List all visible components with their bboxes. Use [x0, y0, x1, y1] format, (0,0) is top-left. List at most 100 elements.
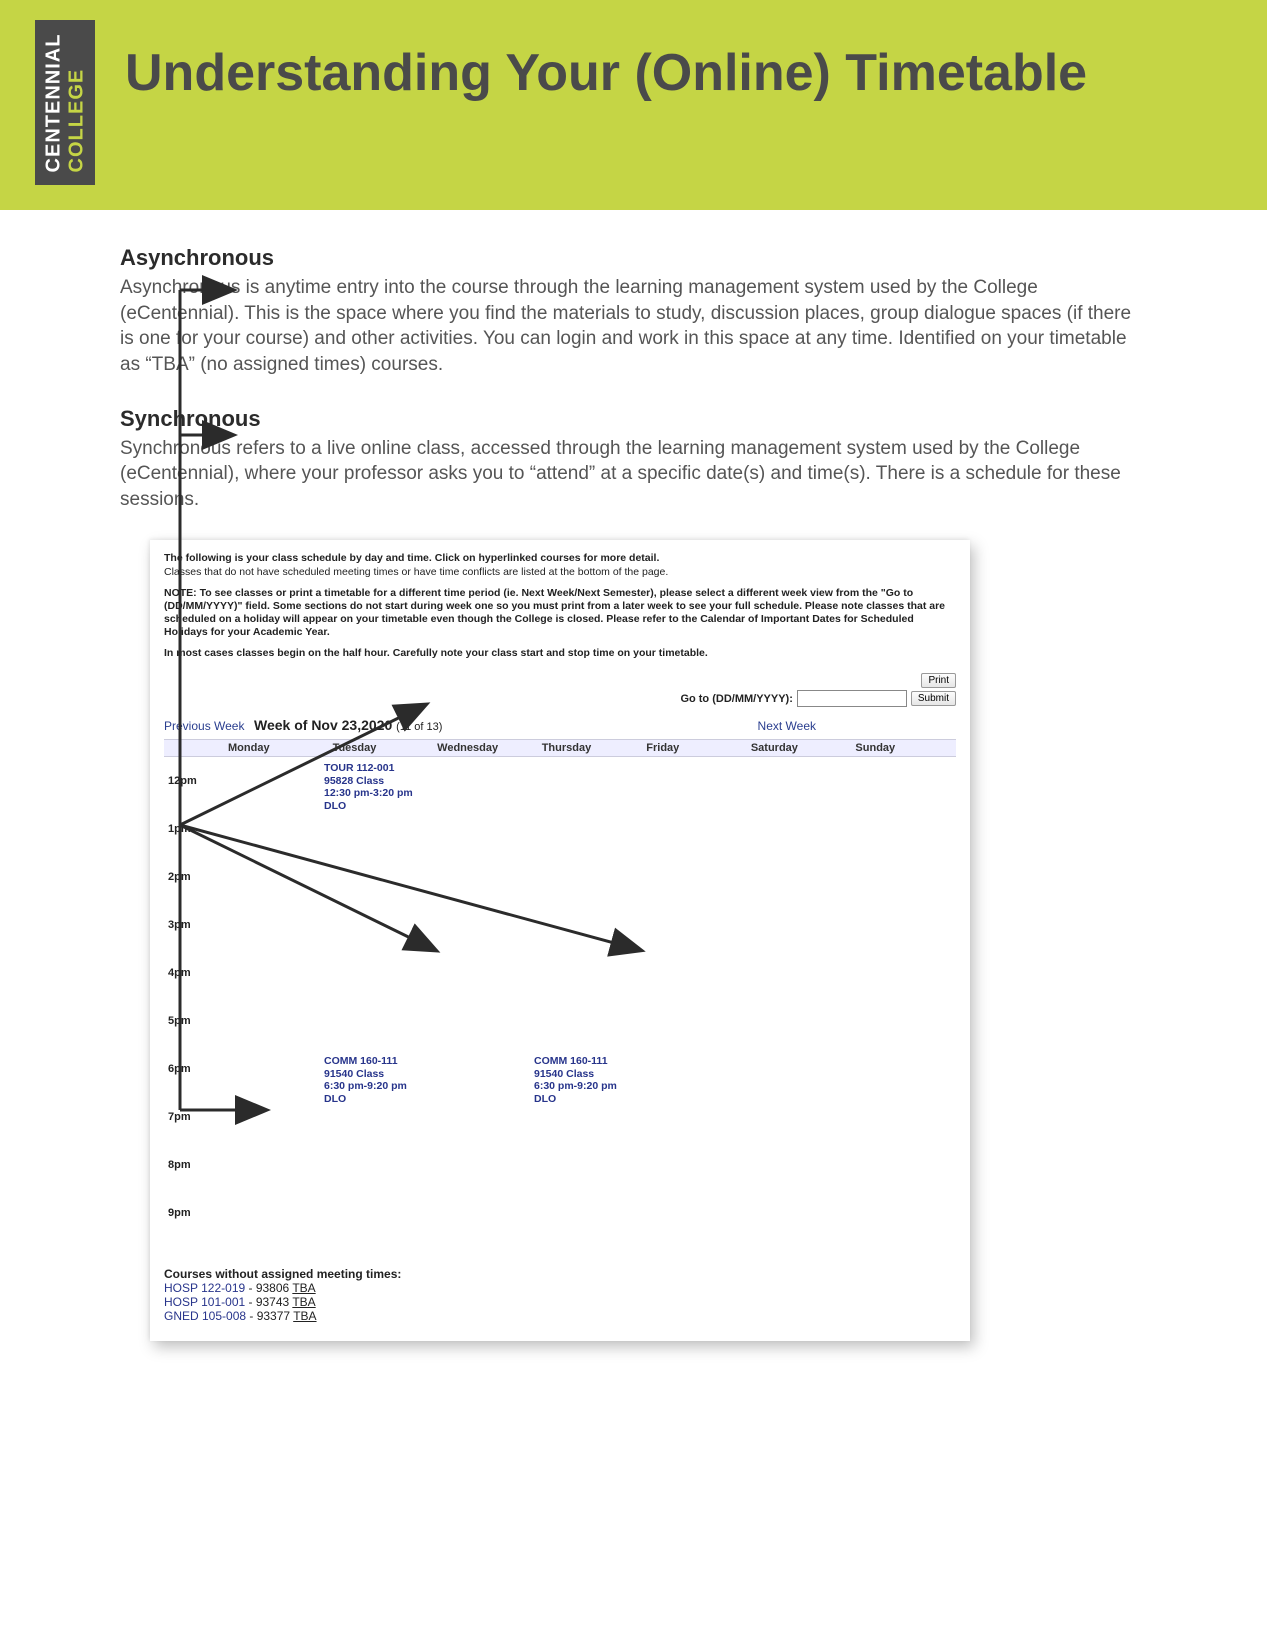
grid-cell	[538, 853, 643, 901]
grid-cell	[642, 1141, 747, 1189]
unassigned-course[interactable]: HOSP 101-001 - 93743 TBA	[164, 1295, 956, 1309]
grid-cell	[224, 805, 329, 853]
ts-toolbar: Print Go to (DD/MM/YYYY): Submit	[164, 673, 956, 707]
day-header-cell: Thursday	[538, 740, 643, 756]
week-subtitle: (11 of 13)	[396, 721, 442, 733]
grid-cell	[747, 1045, 852, 1093]
grid-cell	[433, 901, 538, 949]
grid-cell	[538, 997, 643, 1045]
grid-cell	[224, 997, 329, 1045]
grid-cell	[329, 997, 434, 1045]
grid-cell	[747, 757, 852, 805]
grid-cell	[747, 901, 852, 949]
grid-cell	[538, 757, 643, 805]
course-block[interactable]: COMM 160-11191540 Class6:30 pm-9:20 pmDL…	[324, 1055, 407, 1105]
logo-line2: COLLEGE	[65, 68, 87, 172]
grid-cell	[851, 901, 956, 949]
goto-date-input[interactable]	[797, 690, 907, 707]
grid-cell	[747, 1189, 852, 1237]
grid-cell	[433, 1045, 538, 1093]
grid-cell	[433, 1093, 538, 1141]
grid-cell	[329, 853, 434, 901]
course-block[interactable]: COMM 160-11191540 Class6:30 pm-9:20 pmDL…	[534, 1055, 617, 1105]
day-header-cell: Saturday	[747, 740, 852, 756]
hour-label: 4pm	[164, 949, 224, 997]
sync-body: Synchronous refers to a live online clas…	[120, 436, 1147, 513]
week-title: Week of Nov 23,2020 (11 of 13)	[254, 717, 442, 733]
grid-cell	[433, 805, 538, 853]
grid-cell	[224, 1093, 329, 1141]
hour-label: 12pm	[164, 757, 224, 805]
logo-line1: CENTENNIAL	[42, 33, 64, 172]
grid-cell	[224, 1141, 329, 1189]
week-title-text: Week of Nov 23,2020	[254, 717, 392, 733]
grid-cell	[538, 949, 643, 997]
grid-cell	[642, 853, 747, 901]
hour-label: 6pm	[164, 1045, 224, 1093]
grid-cell	[642, 805, 747, 853]
day-header-row: MondayTuesdayWednesdayThursdayFridaySatu…	[164, 739, 956, 757]
unassigned-course[interactable]: GNED 105-008 - 93377 TBA	[164, 1309, 956, 1323]
grid-cell	[642, 997, 747, 1045]
grid-cell	[642, 901, 747, 949]
grid-cell	[224, 757, 329, 805]
grid-cell	[851, 853, 956, 901]
logo-text: CENTENNIAL COLLEGE	[42, 33, 88, 172]
unassigned-course[interactable]: HOSP 122-019 - 93806 TBA	[164, 1281, 956, 1295]
day-header-cell: Monday	[224, 740, 329, 756]
grid-cell	[642, 1045, 747, 1093]
grid-cell	[851, 1093, 956, 1141]
grid-cell	[851, 757, 956, 805]
grid-cell	[747, 949, 852, 997]
grid-cell	[747, 997, 852, 1045]
course-block[interactable]: TOUR 112-00195828 Class12:30 pm-3:20 pmD…	[324, 762, 413, 812]
day-header-cell: Tuesday	[329, 740, 434, 756]
grid-cell	[433, 1189, 538, 1237]
grid-cell	[538, 1141, 643, 1189]
grid-cell	[433, 853, 538, 901]
grid-cell	[433, 1141, 538, 1189]
goto-label: Go to (DD/MM/YYYY):	[680, 693, 792, 705]
unassigned-section: Courses without assigned meeting times: …	[164, 1267, 956, 1323]
grid-cell	[224, 1189, 329, 1237]
ts-note: NOTE: To see classes or print a timetabl…	[164, 587, 956, 640]
grid-cell	[642, 1189, 747, 1237]
grid-cell	[538, 1189, 643, 1237]
prev-week-link[interactable]: Previous Week	[164, 719, 254, 733]
grid-cell	[329, 901, 434, 949]
grid-cell	[224, 1045, 329, 1093]
grid-cell	[851, 1141, 956, 1189]
grid-cell	[747, 853, 852, 901]
hour-label: 7pm	[164, 1093, 224, 1141]
hour-label: 9pm	[164, 1189, 224, 1237]
grid-cell	[224, 949, 329, 997]
ts-intro-line1: The following is your class schedule by …	[164, 552, 659, 564]
day-header-cell: Friday	[642, 740, 747, 756]
hour-label: 8pm	[164, 1141, 224, 1189]
submit-button[interactable]: Submit	[911, 691, 956, 706]
grid-cell	[747, 1093, 852, 1141]
grid-cell	[329, 1141, 434, 1189]
grid-cell	[433, 757, 538, 805]
week-nav: Previous Week Week of Nov 23,2020 (11 of…	[164, 717, 956, 733]
hour-label: 3pm	[164, 901, 224, 949]
timetable-screenshot: The following is your class schedule by …	[150, 540, 970, 1341]
unassigned-heading: Courses without assigned meeting times:	[164, 1267, 956, 1281]
grid-cell	[642, 949, 747, 997]
grid-cell	[224, 853, 329, 901]
grid-cell	[329, 949, 434, 997]
grid-cell	[747, 1141, 852, 1189]
grid-cell	[329, 1189, 434, 1237]
grid-cell	[433, 949, 538, 997]
ts-halfhour: In most cases classes begin on the half …	[164, 647, 956, 659]
ts-intro-line2: Classes that do not have scheduled meeti…	[164, 566, 668, 578]
async-body: Asynchronous is anytime entry into the c…	[120, 275, 1147, 378]
print-button[interactable]: Print	[921, 673, 956, 688]
next-week-link[interactable]: Next Week	[758, 719, 816, 733]
grid-cell	[224, 901, 329, 949]
college-logo: CENTENNIAL COLLEGE	[35, 20, 95, 185]
grid-cell	[851, 1189, 956, 1237]
grid-cell	[747, 805, 852, 853]
day-header-cell: Sunday	[851, 740, 956, 756]
grid-cell	[851, 1045, 956, 1093]
